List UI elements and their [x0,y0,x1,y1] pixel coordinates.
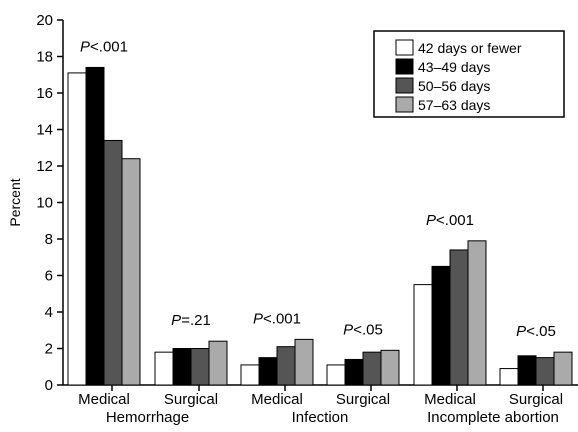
y-tick-label: 0 [45,377,53,394]
y-tick-label: 18 [36,49,53,66]
y-tick-label: 10 [36,195,53,212]
bar [294,338,314,386]
legend-swatch [395,58,414,75]
p-value-label: P<.001 [253,310,301,327]
bar [362,351,382,386]
y-tick-label: 16 [36,85,53,102]
axes: 0 2 4 6 8 10 12 14 16 18 20 Percent [7,12,578,394]
p-value-label: P<.001 [80,38,128,55]
legend-swatch [395,77,414,94]
category-label: Surgical [336,391,390,408]
legend-label: 43–49 days [418,59,490,75]
group-label: Hemorrhage [106,409,189,426]
bar [103,139,123,386]
bar [154,351,174,386]
legend-label: 42 days or fewer [418,40,522,56]
bar [499,368,519,386]
y-tick-label: 2 [45,341,53,358]
bar [413,284,433,386]
p-value-label: P<.05 [343,321,383,338]
p-value-label: P<.05 [516,323,556,340]
y-tick-label: 20 [36,12,53,29]
legend-label: 57–63 days [418,97,490,113]
y-axis-title: Percent [7,178,23,226]
bar [121,158,141,386]
bar [431,265,451,386]
bar [553,351,573,386]
y-tick-label: 14 [36,122,53,139]
group-label: Incomplete abortion [427,409,559,426]
category-label: Medical [251,391,303,408]
bar [190,348,210,386]
legend-label: 50–56 days [418,78,490,94]
p-value-label: P=.21 [171,312,211,329]
bar [467,240,487,386]
bar [258,357,278,386]
group-label: Infection [292,409,349,426]
bar [276,346,296,386]
bar [380,349,400,386]
bar [240,364,260,386]
category-label: Surgical [164,391,218,408]
category-label: Medical [424,391,476,408]
p-value-label: P<.001 [426,212,474,229]
y-tick-label: 12 [36,158,53,175]
bar [67,72,87,386]
y-tick-label: 6 [45,268,53,285]
legend-swatch [395,39,414,56]
category-label: Surgical [509,391,563,408]
bar [172,348,192,386]
bar [208,340,228,386]
legend-swatch [395,96,414,113]
bar [535,357,555,386]
bar [344,358,364,386]
bar [449,249,469,386]
bars [67,66,573,386]
legend: 42 days or fewer 43–49 days 50–56 days 57–6… [373,30,565,118]
bar [85,66,105,386]
labels: Medical P<.001 Surgical P=.21 Medical P<.001 S… [78,38,563,426]
y-tick-label: 8 [45,231,53,248]
category-label: Medical [78,391,130,408]
bar [326,364,346,386]
y-tick-label: 4 [45,304,53,321]
bar [517,355,537,386]
